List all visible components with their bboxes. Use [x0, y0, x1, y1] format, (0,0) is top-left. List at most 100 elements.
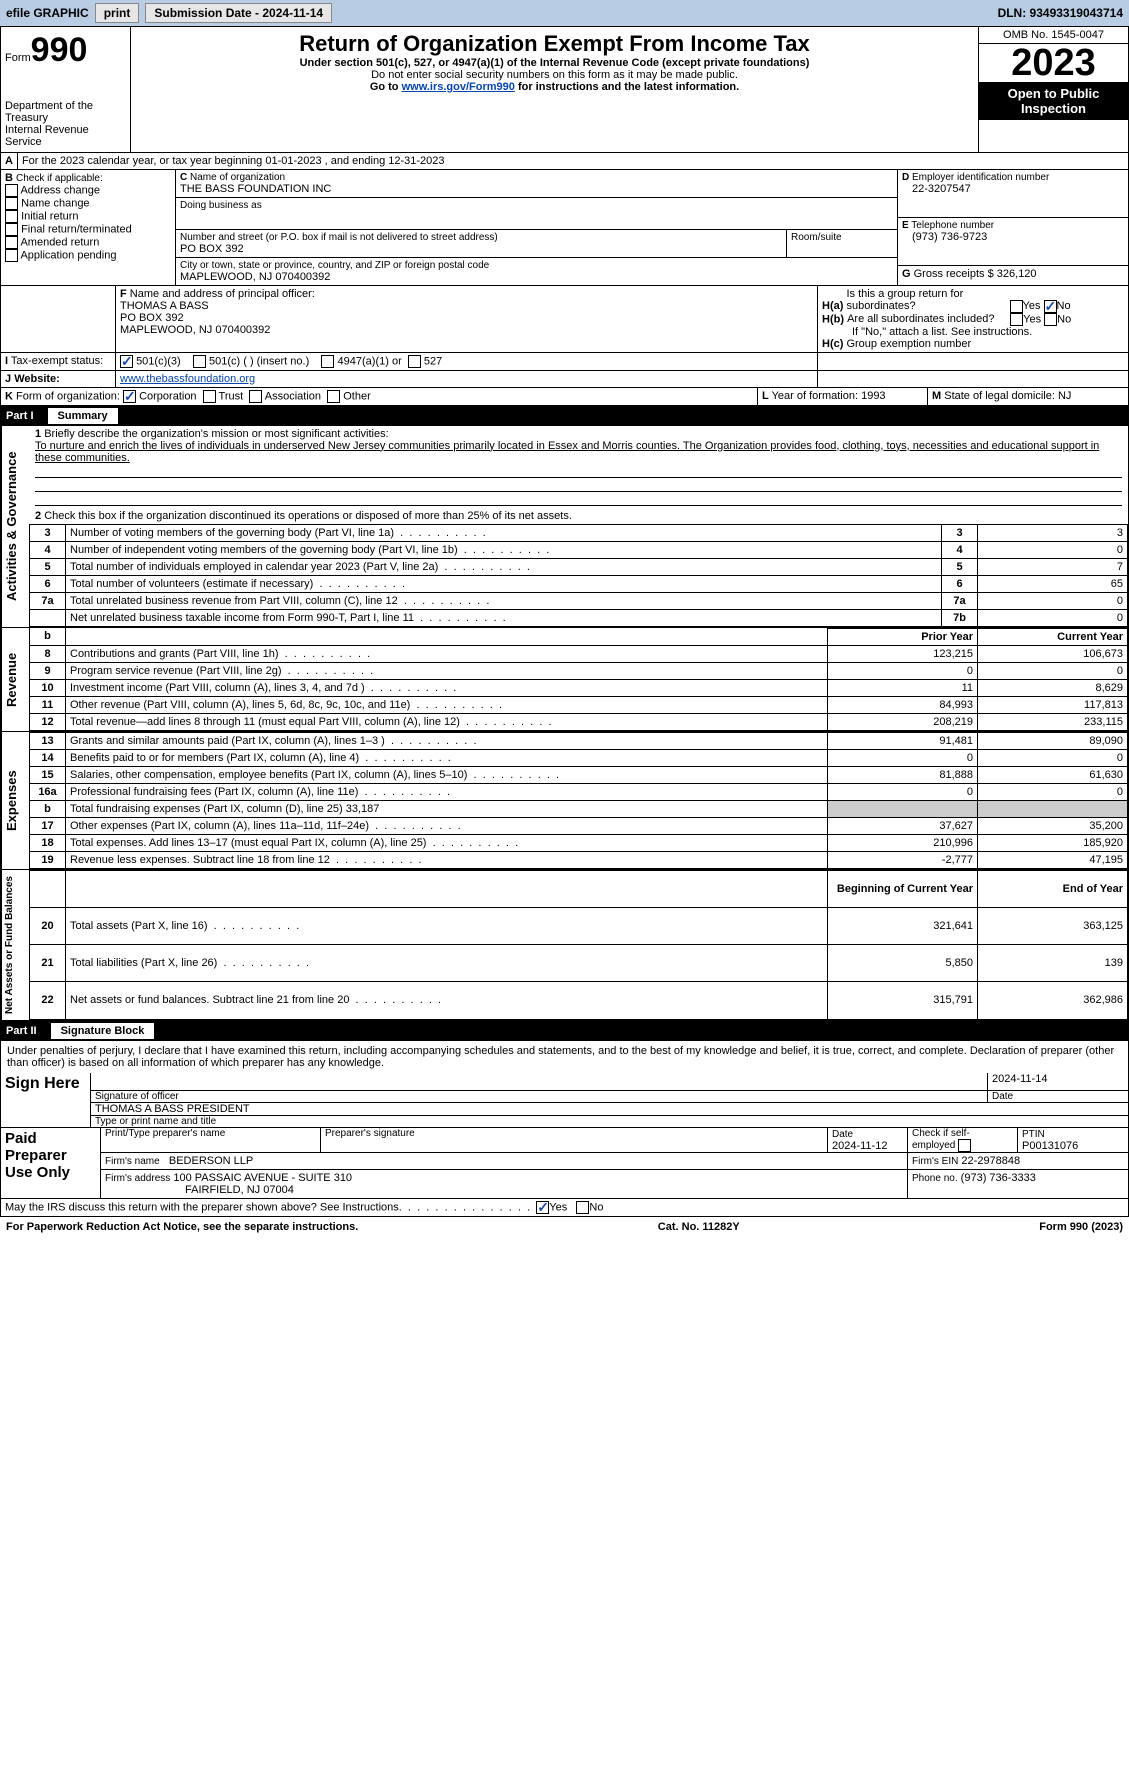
chk-4947[interactable]: [321, 355, 334, 368]
row-py: 123,215: [828, 645, 978, 662]
gross-label: Gross receipts $: [914, 268, 994, 280]
na-cy-head: End of Year: [978, 870, 1128, 907]
chk-final[interactable]: [5, 223, 18, 236]
dept-label: Department of the Treasury: [5, 100, 126, 124]
phone-value: (973) 736-9723: [902, 231, 1124, 243]
row-num: 21: [30, 945, 66, 982]
chk-address-change[interactable]: [5, 184, 18, 197]
row-text: Other expenses (Part IX, column (A), lin…: [66, 817, 828, 834]
row-cy: 47,195: [978, 851, 1128, 868]
opt-final: Final return/terminated: [21, 223, 132, 235]
e-letter: E: [902, 220, 909, 231]
chk-initial[interactable]: [5, 210, 18, 223]
discuss-row: May the IRS discuss this return with the…: [0, 1199, 1129, 1217]
chk-self-emp[interactable]: [958, 1139, 971, 1152]
firm-ein: 22-2978848: [961, 1155, 1020, 1167]
chk-501c3[interactable]: [120, 355, 133, 368]
chk-corp[interactable]: [123, 390, 136, 403]
row-text: Total revenue—add lines 8 through 11 (mu…: [66, 713, 828, 730]
city-label: City or town, state or province, country…: [180, 260, 893, 271]
submission-date: Submission Date - 2024-11-14: [145, 3, 332, 23]
row-num: 11: [30, 696, 66, 713]
chk-527[interactable]: [408, 355, 421, 368]
q1-num: 1: [35, 428, 41, 440]
footer-right: Form 990 (2023): [1039, 1221, 1123, 1233]
officer-name: THOMAS A BASS: [120, 300, 813, 312]
city-value: MAPLEWOOD, NJ 070400392: [180, 271, 893, 283]
row-num: 13: [30, 732, 66, 749]
row-py: 0: [828, 783, 978, 800]
chk-amended[interactable]: [5, 236, 18, 249]
row-num: 10: [30, 679, 66, 696]
tax-year: 2023: [979, 44, 1128, 82]
part2-title: Signature Block: [51, 1023, 155, 1039]
opt-name: Name change: [21, 197, 90, 209]
chk-501c[interactable]: [193, 355, 206, 368]
chk-name-change[interactable]: [5, 197, 18, 210]
exp-table: 13 Grants and similar amounts paid (Part…: [29, 732, 1128, 869]
row-py: 0: [828, 749, 978, 766]
inspection-label: Open to Public Inspection: [979, 82, 1128, 120]
chk-discuss-no[interactable]: [576, 1201, 589, 1214]
opt-527: 527: [424, 355, 442, 367]
j-letter: J: [5, 373, 11, 385]
hc-letter: H(c): [822, 338, 843, 350]
side-exp: Expenses: [1, 732, 29, 869]
irs-link[interactable]: www.irs.gov/Form990: [402, 81, 515, 93]
row-num: 4: [30, 541, 66, 558]
row-key: 7b: [942, 609, 978, 626]
opt-pending: Application pending: [20, 249, 116, 261]
netassets-block: Net Assets or Fund Balances Beginning of…: [0, 870, 1129, 1021]
chk-ha-no[interactable]: [1044, 300, 1057, 313]
footer-left: For Paperwork Reduction Act Notice, see …: [6, 1221, 358, 1233]
chk-pending[interactable]: [5, 249, 18, 262]
part1-title: Summary: [48, 408, 118, 424]
discuss-no: No: [589, 1201, 603, 1213]
chk-discuss-yes[interactable]: [536, 1201, 549, 1214]
row-num: 5: [30, 558, 66, 575]
chk-assoc[interactable]: [249, 390, 262, 403]
opt-initial: Initial return: [21, 210, 78, 222]
na-table: Beginning of Current Year End of Year20 …: [29, 870, 1128, 1020]
chk-ha-yes[interactable]: [1010, 300, 1023, 313]
g-letter: G: [902, 268, 911, 280]
q2-label: Check this box if the organization disco…: [44, 510, 572, 522]
chk-trust[interactable]: [203, 390, 216, 403]
print-button[interactable]: print: [95, 3, 140, 23]
ein-value: 22-3207547: [902, 183, 1124, 195]
chk-hb-yes[interactable]: [1010, 313, 1023, 326]
gross-value: 326,120: [997, 268, 1037, 280]
row-num: b: [30, 800, 66, 817]
no-label-2: No: [1057, 313, 1071, 325]
row-num: 20: [30, 907, 66, 944]
irs-label: Internal Revenue Service: [5, 124, 126, 148]
yes-label-2: Yes: [1023, 313, 1041, 325]
ptin-label: PTIN: [1022, 1129, 1045, 1140]
a-letter: A: [1, 153, 18, 169]
firm-phone: (973) 736-3333: [961, 1172, 1036, 1184]
hb-note: If "No," attach a list. See instructions…: [822, 326, 1124, 338]
form-org-label: Form of organization:: [16, 390, 120, 402]
row-num: 7a: [30, 592, 66, 609]
row-py: [828, 800, 978, 817]
domicile-label: State of legal domicile:: [944, 390, 1055, 402]
hb-letter: H(b): [822, 313, 844, 325]
prep-date-lbl: Date: [832, 1129, 853, 1140]
row-num: 14: [30, 749, 66, 766]
chk-hb-no[interactable]: [1044, 313, 1057, 326]
rev-table: b Prior Year Current Year8 Contributions…: [29, 628, 1128, 731]
row-text: Total expenses. Add lines 13–17 (must eq…: [66, 834, 828, 851]
discuss-label: May the IRS discuss this return with the…: [5, 1201, 402, 1213]
discuss-yes: Yes: [549, 1201, 567, 1213]
opt-trust: Trust: [219, 390, 244, 402]
org-name: THE BASS FOUNDATION INC: [180, 183, 893, 195]
opt-other: Other: [343, 390, 371, 402]
opt-address: Address change: [20, 184, 100, 196]
chk-other[interactable]: [327, 390, 340, 403]
klm-row: K Form of organization: Corporation Trus…: [0, 388, 1129, 406]
firm-addr-lbl: Firm's address: [105, 1173, 170, 1184]
officer-block: F Name and address of principal officer:…: [0, 286, 1129, 353]
website-link[interactable]: www.thebassfoundation.org: [120, 373, 255, 385]
side-ag: Activities & Governance: [1, 426, 29, 627]
row-text: Total fundraising expenses (Part IX, col…: [66, 800, 828, 817]
